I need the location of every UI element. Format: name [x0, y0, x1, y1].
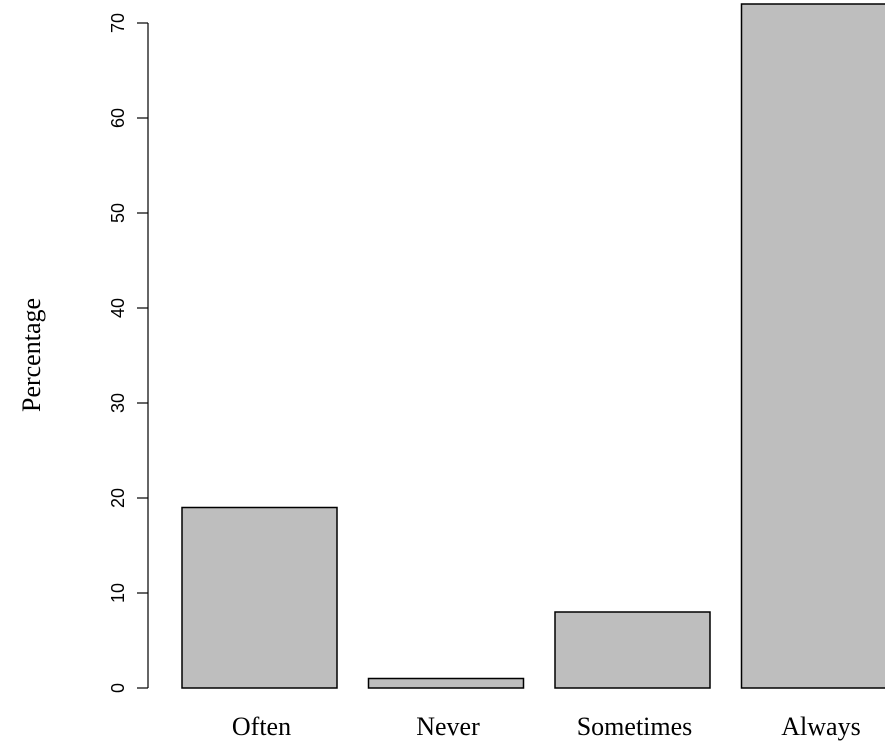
y-tick-label: 20 — [108, 488, 128, 508]
y-tick-label: 30 — [108, 393, 128, 413]
y-axis-title: Percentage — [17, 298, 46, 412]
y-tick-label: 60 — [108, 108, 128, 128]
y-tick-label: 50 — [108, 203, 128, 223]
y-tick-label: 0 — [108, 683, 128, 693]
bar-always — [740, 3, 885, 689]
bar-never — [367, 677, 525, 689]
y-axis: 0 10 20 30 40 50 60 70 — [108, 13, 149, 693]
bar-sometimes — [554, 611, 711, 689]
x-axis-category-labels: Often Never Sometimes Always — [232, 712, 861, 741]
y-tick-label: 70 — [108, 13, 128, 33]
bars-group — [181, 3, 885, 689]
y-tick-label: 10 — [108, 583, 128, 603]
bar-often — [181, 506, 338, 689]
x-category-label-never: Never — [416, 712, 480, 741]
x-category-label-always: Always — [781, 712, 860, 741]
x-category-label-sometimes: Sometimes — [577, 712, 693, 741]
y-tick-label: 40 — [108, 298, 128, 318]
x-category-label-often: Often — [232, 712, 291, 741]
